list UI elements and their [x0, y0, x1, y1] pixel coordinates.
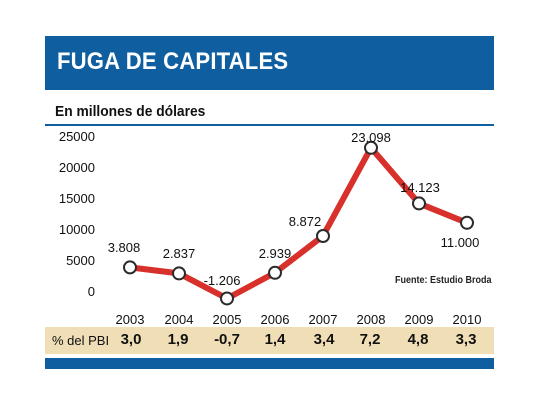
x-tick-label: 2005 [213, 312, 242, 327]
y-tick-label: 25000 [59, 129, 95, 144]
data-label: 14.123 [400, 180, 440, 195]
pbi-row-background [45, 327, 494, 354]
pbi-row-label: % del PBI [52, 333, 110, 348]
x-tick-label: 2007 [309, 312, 338, 327]
x-tick-label: 2009 [405, 312, 434, 327]
data-label: 3.808 [108, 240, 141, 255]
x-tick-label: 2008 [357, 312, 386, 327]
data-label: 2.939 [259, 246, 292, 261]
data-point [460, 215, 474, 230]
y-tick-label: 15000 [59, 191, 95, 206]
x-tick-label: 2003 [116, 312, 145, 327]
data-point [123, 260, 137, 275]
title-banner: FUGA DE CAPITALES [45, 36, 494, 90]
y-tick-label: 0 [88, 284, 95, 299]
data-point [364, 140, 378, 155]
pbi-value: 3,0 [120, 331, 142, 348]
data-point [412, 196, 426, 211]
pbi-value: 1,4 [264, 331, 286, 348]
data-point [268, 265, 282, 280]
pbi-value: 3,4 [313, 331, 335, 348]
chart-title: FUGA DE CAPITALES [57, 48, 289, 75]
y-tick-label: 20000 [59, 160, 95, 175]
pbi-value: -0,7 [214, 331, 240, 348]
x-tick-label: 2004 [165, 312, 194, 327]
data-point [316, 228, 330, 243]
footer-bar [45, 358, 494, 369]
pbi-value: 7,2 [359, 331, 381, 348]
data-label: 8.872 [289, 214, 322, 229]
chart-subtitle: En millones de dólares [55, 103, 206, 120]
data-label: 23.098 [351, 130, 391, 145]
data-point [172, 266, 186, 281]
data-label: 11.000 [441, 235, 480, 250]
pbi-value: 3,3 [455, 331, 477, 348]
series-line [127, 144, 470, 302]
x-tick-label: 2006 [261, 312, 290, 327]
source-note: Fuente: Estudio Broda [395, 275, 492, 286]
data-label: -1.206 [204, 273, 241, 288]
pbi-value: 1,9 [167, 331, 189, 348]
data-label: 2.837 [163, 246, 196, 261]
data-point [220, 291, 234, 306]
subtitle-rule [45, 124, 494, 126]
y-tick-label: 5000 [66, 253, 95, 268]
y-tick-label: 10000 [59, 222, 95, 237]
x-tick-label: 2010 [453, 312, 482, 327]
pbi-value: 4,8 [407, 331, 429, 348]
